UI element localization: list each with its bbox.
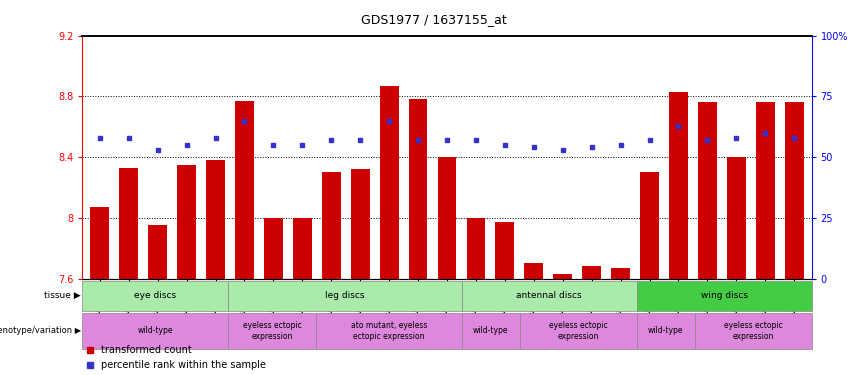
Bar (524, 263, 543, 279)
Text: antennal discs: antennal discs (516, 291, 582, 300)
Bar (582, 267, 601, 279)
Text: GDS1977 / 1637155_at: GDS1977 / 1637155_at (361, 13, 507, 26)
Text: genotype/variation ▶: genotype/variation ▶ (0, 326, 81, 335)
Text: transformed count: transformed count (101, 345, 191, 355)
Bar (90, 207, 109, 279)
Text: ato mutant, eyeless
ectopic expression: ato mutant, eyeless ectopic expression (351, 321, 427, 340)
Bar (437, 157, 457, 279)
Text: wild-type: wild-type (473, 326, 509, 335)
Text: eye discs: eye discs (135, 291, 176, 300)
Bar (756, 102, 774, 279)
Bar (698, 102, 717, 279)
Bar (322, 172, 340, 279)
Bar (351, 169, 370, 279)
Text: eyeless ectopic
expression: eyeless ectopic expression (724, 321, 783, 340)
Bar (727, 157, 746, 279)
Bar (496, 222, 514, 279)
Text: leg discs: leg discs (326, 291, 365, 300)
Bar (467, 218, 485, 279)
Bar (409, 99, 427, 279)
Bar (640, 172, 659, 279)
Bar (785, 102, 804, 279)
Text: wild-type: wild-type (138, 326, 173, 335)
Bar (235, 101, 253, 279)
Bar (120, 168, 138, 279)
Text: wing discs: wing discs (700, 291, 747, 300)
Bar (293, 218, 312, 279)
Bar (264, 218, 283, 279)
Bar (177, 165, 196, 279)
Bar (669, 92, 687, 279)
Text: eyeless ectopic
expression: eyeless ectopic expression (243, 321, 301, 340)
Bar (379, 86, 398, 279)
Text: tissue ▶: tissue ▶ (44, 291, 81, 300)
Text: percentile rank within the sample: percentile rank within the sample (101, 360, 266, 370)
Text: eyeless ectopic
expression: eyeless ectopic expression (549, 321, 608, 340)
Bar (206, 160, 225, 279)
Bar (148, 225, 167, 279)
Bar (611, 268, 630, 279)
Text: wild-type: wild-type (648, 326, 683, 335)
Bar (553, 274, 572, 279)
